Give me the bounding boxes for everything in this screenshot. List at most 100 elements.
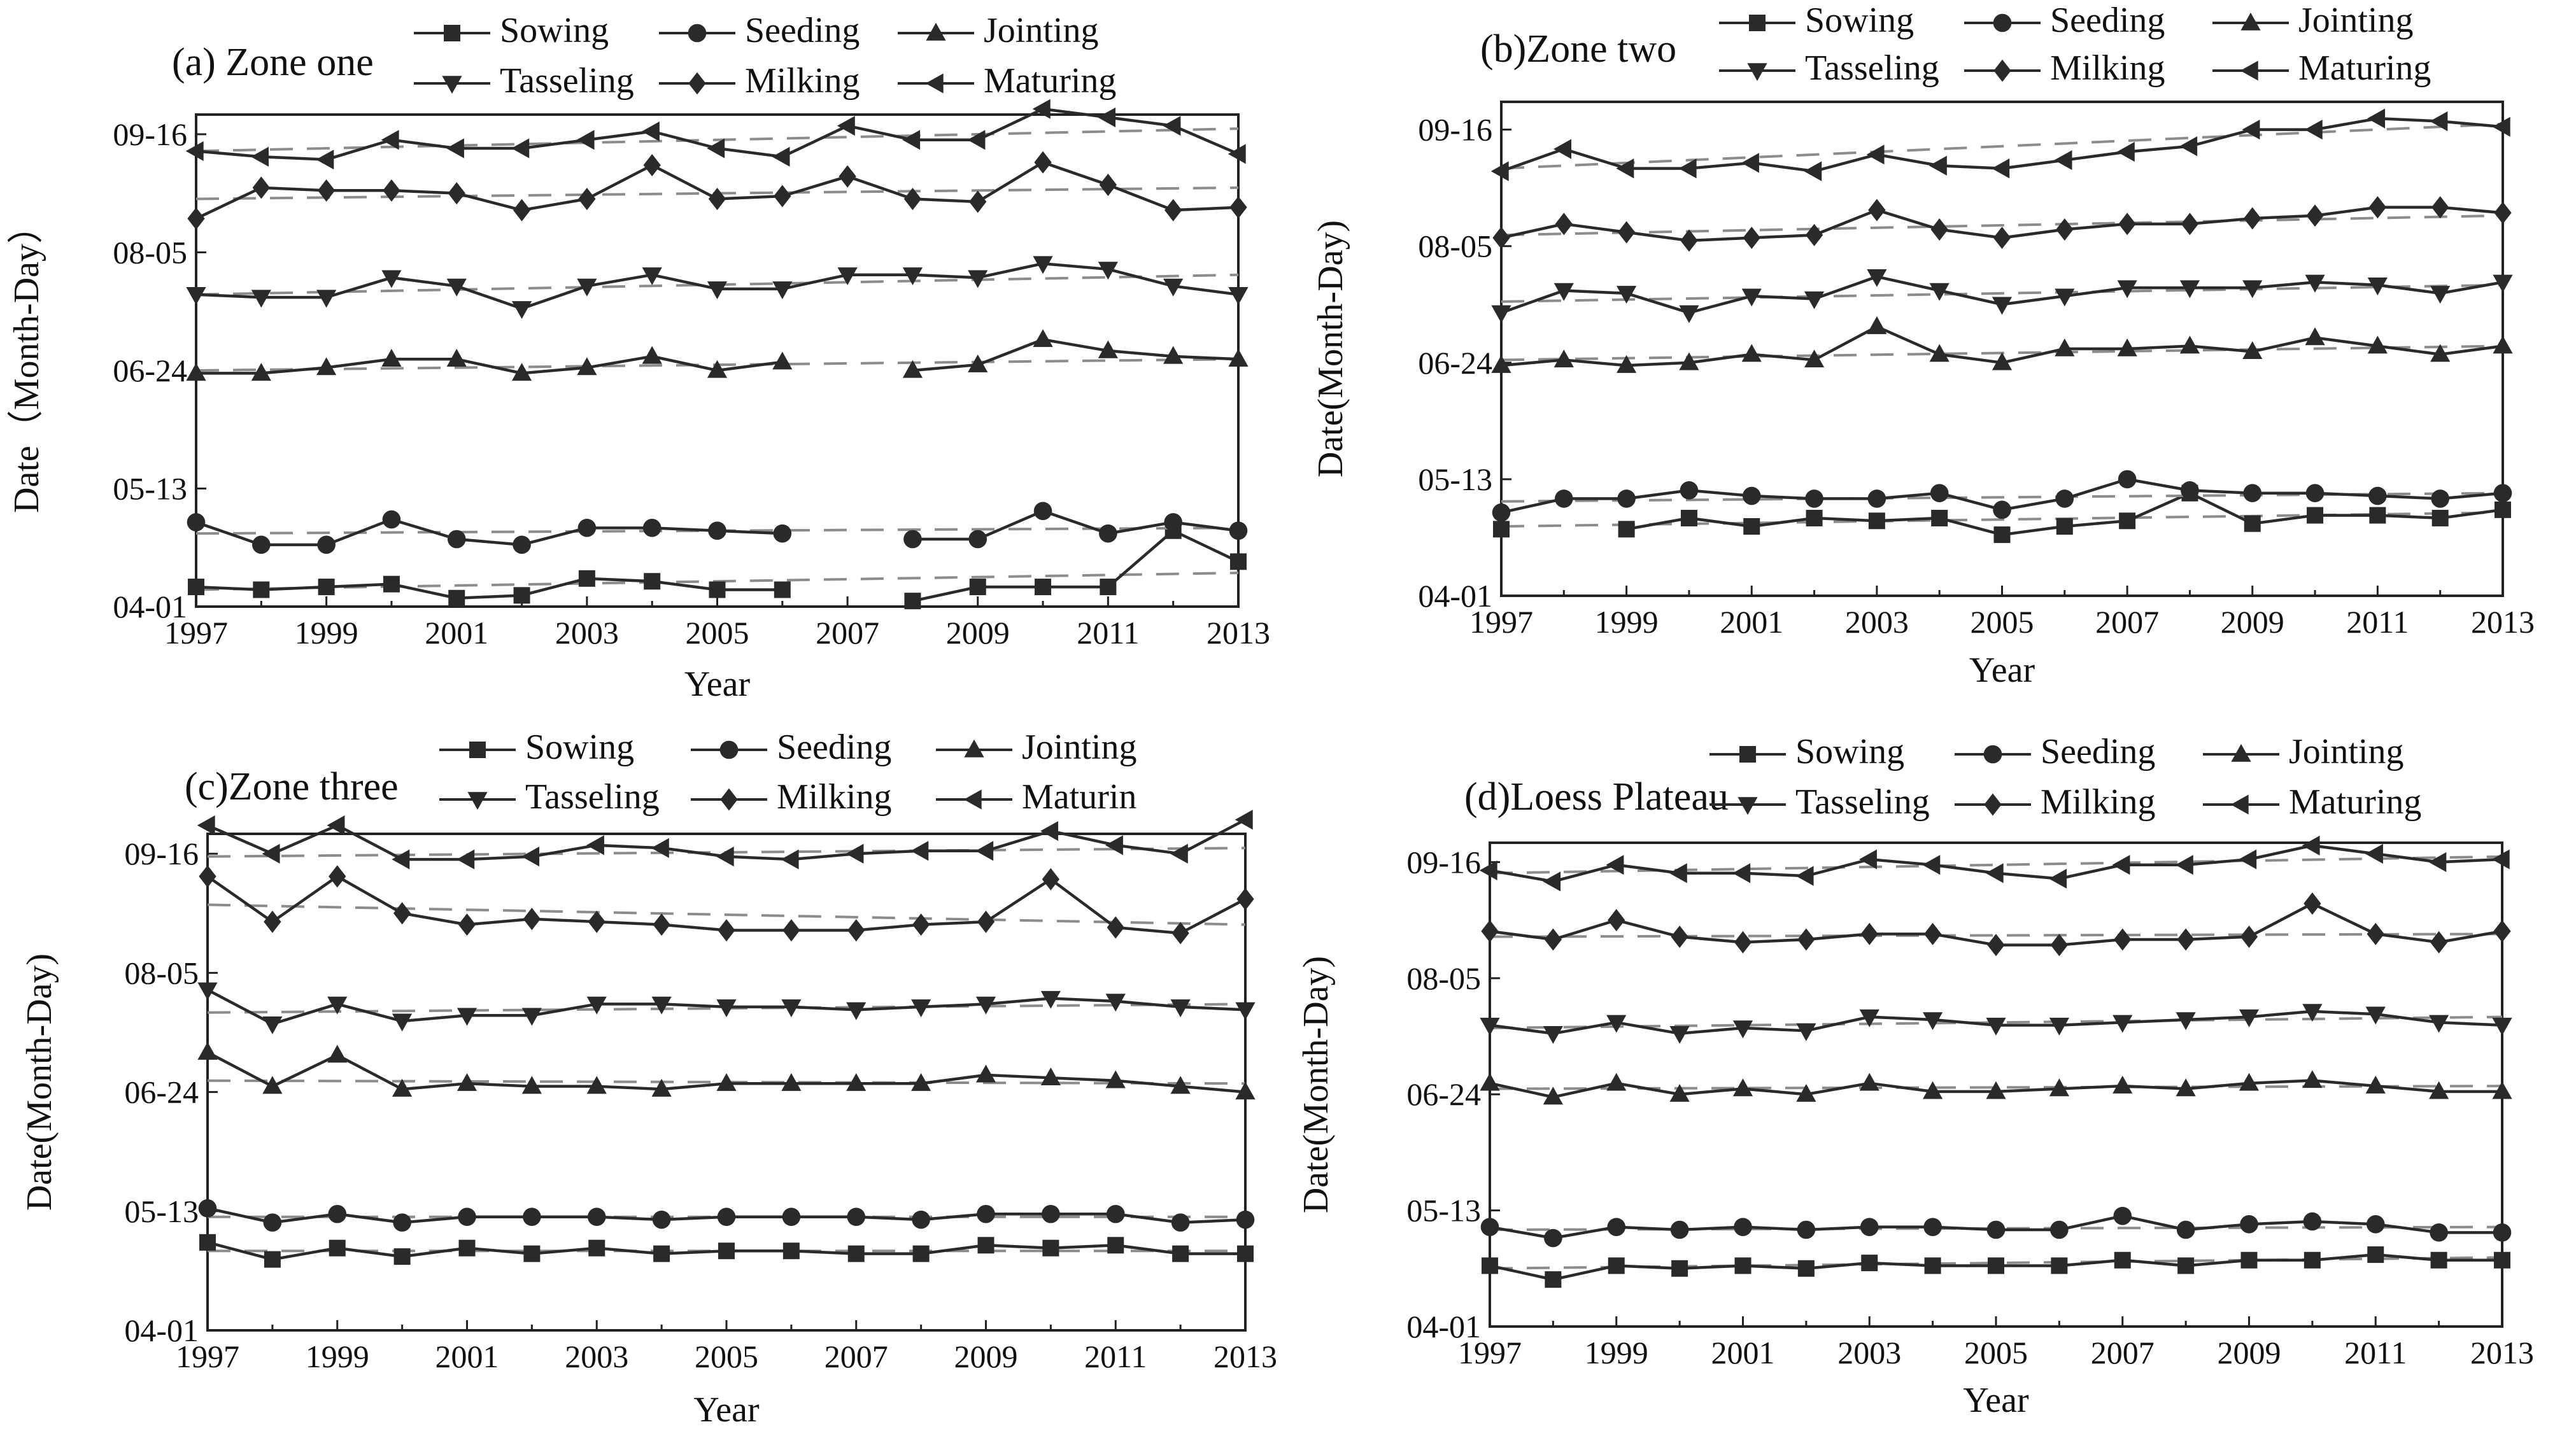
data-point: [2303, 1212, 2322, 1231]
data-line: [195, 517, 782, 547]
data-point: [975, 1064, 996, 1083]
data-point: [1098, 107, 1116, 128]
data-point: [2492, 116, 2510, 137]
data-point: [2493, 335, 2513, 354]
x-tick-label: 1997: [1469, 604, 1533, 640]
data-point: [252, 535, 271, 554]
data-point: [383, 179, 400, 202]
data-point: [185, 141, 204, 162]
data-point: [317, 535, 336, 554]
data-point: [1493, 521, 1510, 538]
x-tick-label: 2001: [1711, 1335, 1775, 1370]
data-point: [1993, 526, 2011, 544]
data-point: [2431, 509, 2449, 526]
data-point: [1861, 1255, 1878, 1272]
data-point: [847, 1245, 865, 1262]
data-point: [1040, 820, 1059, 841]
data-point: [708, 187, 726, 211]
data-point: [1732, 1078, 1753, 1097]
data-point: [839, 165, 856, 188]
series-jointing: [1491, 316, 2513, 373]
data-point: [1617, 221, 1636, 244]
data-point: [1923, 1081, 1943, 1099]
data-point: [511, 301, 532, 320]
data-point: [2179, 136, 2198, 157]
data-point: [2366, 1215, 2385, 1234]
legend-item-sowing: Sowing: [439, 728, 634, 767]
data-point: [1795, 866, 1814, 886]
data-point: [708, 521, 726, 540]
data-point: [773, 524, 792, 543]
data-point: [642, 267, 662, 286]
data-point: [1098, 340, 1118, 358]
data-point: [2112, 1075, 2133, 1094]
trend-line: [1489, 1085, 2503, 1090]
data-point: [1993, 500, 2011, 519]
data-point: [381, 349, 402, 367]
data-point: [1618, 521, 1635, 538]
data-point: [1678, 158, 1697, 179]
data-point: [975, 996, 996, 1015]
data-point: [716, 999, 737, 1018]
data-point: [1669, 863, 1687, 883]
data-point: [2493, 484, 2512, 502]
legend-label: Tasseling: [1795, 782, 1930, 822]
data-point: [2495, 501, 2511, 518]
legend-marker: [1984, 793, 2002, 816]
x-tick-label: 2007: [2095, 604, 2159, 640]
data-point: [1859, 1009, 1879, 1027]
x-axis-label: Year: [1969, 651, 2035, 690]
data-point: [772, 351, 793, 370]
data-point: [1866, 144, 1885, 165]
data-point: [1617, 286, 1637, 304]
data-point: [2242, 280, 2263, 299]
data-point: [316, 290, 337, 308]
data-point: [1923, 922, 1942, 945]
data-point: [2240, 926, 2258, 948]
data-point: [2056, 518, 2073, 535]
data-point: [707, 281, 728, 300]
x-tick-label: 2013: [2471, 604, 2535, 640]
data-point: [383, 575, 400, 593]
data-point: [1099, 173, 1117, 196]
data-point: [1868, 199, 1886, 222]
data-point: [837, 267, 858, 286]
series-milking: [1481, 892, 2511, 957]
data-point: [1930, 218, 1948, 241]
legend-marker: [469, 742, 486, 758]
data-point: [651, 996, 672, 1015]
data-point: [577, 519, 597, 537]
legend-marker: [1749, 15, 1766, 31]
data-point: [1543, 1087, 1563, 1105]
legend: Sowing Seeding Jointing Tasseling Milking Mat…: [1709, 732, 2421, 822]
data-line: [196, 355, 783, 375]
data-point: [717, 1207, 736, 1227]
data-point: [1986, 1220, 2006, 1239]
data-point: [1040, 990, 1061, 1009]
data-point: [2306, 204, 2324, 227]
data-point: [2181, 213, 2199, 236]
series-jointing: [1480, 1070, 2512, 1105]
data-line: [195, 577, 782, 600]
data-point: [1924, 1257, 1941, 1274]
data-point: [392, 1013, 413, 1032]
data-point: [911, 999, 931, 1018]
data-point: [1929, 283, 1950, 301]
data-point: [2493, 1223, 2512, 1242]
legend-label: Jointing: [2289, 732, 2403, 771]
data-point: [1033, 256, 1053, 274]
data-point: [1606, 1073, 1627, 1091]
y-tick-label: 05-13: [1418, 461, 1492, 497]
data-point: [1034, 151, 1052, 174]
data-point: [327, 996, 348, 1015]
data-point: [1859, 849, 1877, 869]
data-point: [772, 146, 790, 167]
data-point: [1543, 871, 1561, 892]
data-point: [1928, 155, 1947, 176]
data-point: [2367, 108, 2386, 129]
x-tick-label: 2001: [425, 615, 488, 651]
data-point: [902, 267, 923, 286]
data-point: [2179, 335, 2200, 354]
series-milking: [187, 151, 1247, 230]
x-tick-label: 2001: [1720, 604, 1783, 640]
